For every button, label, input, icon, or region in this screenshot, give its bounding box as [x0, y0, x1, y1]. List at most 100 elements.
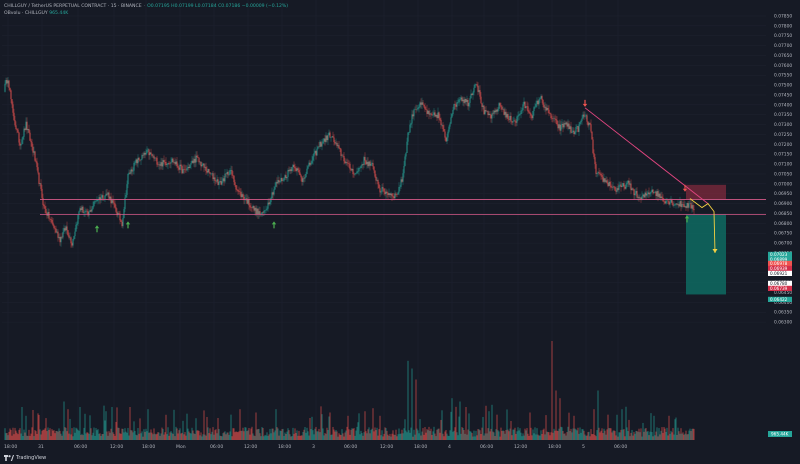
- candle-body: [469, 98, 471, 103]
- volume-bar: [236, 431, 238, 440]
- volume-bar: [21, 407, 23, 440]
- candle-body: [508, 119, 510, 120]
- candle-body: [193, 158, 195, 163]
- volume-bar: [455, 406, 457, 440]
- tradingview-logo[interactable]: TradingView: [4, 455, 46, 461]
- candle-body: [398, 186, 400, 193]
- volume-bar: [299, 435, 301, 440]
- candle-body: [72, 239, 74, 246]
- arrow-head: [125, 221, 131, 225]
- candle-body: [336, 142, 338, 147]
- candle-body: [351, 168, 353, 171]
- volume-bar: [174, 436, 176, 440]
- candle-body: [688, 203, 690, 208]
- candle-body: [47, 212, 49, 216]
- candle-body: [424, 106, 426, 110]
- volume-bar: [396, 436, 398, 440]
- volume-bar: [418, 433, 420, 440]
- candle-body: [636, 191, 638, 198]
- volume-bar: [412, 436, 414, 440]
- volume-bar: [132, 432, 134, 440]
- candle-body: [532, 111, 534, 119]
- candle-body: [375, 176, 377, 181]
- volume-bar: [510, 420, 512, 440]
- volume-bar: [559, 398, 561, 440]
- volume-bar: [267, 435, 269, 440]
- candle-body: [501, 106, 503, 110]
- candle-body: [242, 194, 244, 197]
- volume-bar: [487, 428, 489, 440]
- time-axis[interactable]: 18:00 31 06:00 12:00 18:00 Mon 06:00 12:00 18:00…: [4, 444, 627, 450]
- candle-body: [153, 155, 155, 159]
- volume-bar: [234, 432, 236, 440]
- volume-bar: [647, 431, 649, 440]
- volume-bar: [279, 430, 281, 440]
- candle-body: [91, 208, 93, 212]
- volume-bar: [157, 432, 159, 440]
- candle-body: [668, 201, 670, 205]
- candle-body: [74, 231, 76, 237]
- price-badge-label: 0.06422: [770, 297, 788, 302]
- volume-bar: [420, 435, 422, 440]
- volume-bar: [239, 409, 241, 440]
- volume-bar: [275, 409, 277, 440]
- candle-body: [310, 163, 312, 165]
- candle-body: [391, 193, 393, 197]
- candle-body: [35, 160, 37, 162]
- candle-body: [327, 135, 329, 141]
- candle-body: [298, 170, 300, 173]
- volume-bar: [391, 433, 393, 440]
- candle-body: [558, 124, 560, 129]
- volume-bar: [408, 430, 410, 440]
- candle-body: [497, 109, 499, 112]
- candle-body: [635, 191, 637, 194]
- volume-bar: [435, 436, 437, 440]
- volume-badge: [768, 431, 792, 437]
- candle-body: [58, 236, 60, 238]
- candle-body: [335, 142, 337, 144]
- volume-bar: [6, 432, 8, 440]
- volume-bar: [497, 430, 499, 440]
- candle-body: [41, 188, 43, 198]
- volume-bar: [284, 432, 286, 440]
- candle-body: [693, 209, 695, 211]
- candle-body: [669, 202, 671, 205]
- candle-body: [319, 141, 321, 147]
- volume-bar: [400, 433, 402, 440]
- volume-bar: [409, 432, 411, 440]
- candle-body: [641, 196, 643, 200]
- take-profit-zone: [686, 214, 726, 295]
- volume-bar: [56, 430, 58, 440]
- volume-bar: [353, 428, 355, 440]
- volume-bar: [245, 427, 247, 440]
- candle-body: [354, 173, 356, 175]
- volume-bar: [257, 429, 259, 440]
- volume-bar: [13, 434, 15, 440]
- volume-bar: [399, 433, 401, 440]
- volume-bar: [62, 431, 64, 440]
- volume-bar: [378, 429, 380, 440]
- volume-bar: [364, 411, 366, 440]
- price-axis[interactable]: 0.07850 0.07800 0.07750 0.07700 0.07650 0.076…: [766, 0, 800, 464]
- time-tick-label: 12:00: [514, 444, 527, 450]
- price-tick-label: 0.06350: [774, 310, 792, 316]
- candle-body: [53, 225, 55, 229]
- volume-bar: [343, 436, 345, 440]
- volume-bar: [123, 432, 125, 440]
- volume-bar: [459, 401, 461, 440]
- volume-bar: [195, 418, 197, 440]
- volume-bar: [301, 435, 303, 440]
- symbol-title[interactable]: CHILLGUY / TetherUS PERPETUAL CONTRACT ·…: [4, 4, 142, 9]
- candle-body: [609, 181, 611, 186]
- candle-body: [252, 205, 254, 208]
- candle-body: [582, 114, 584, 119]
- candle-body: [418, 106, 420, 108]
- volume-bar: [277, 428, 279, 440]
- candle-body: [585, 115, 587, 117]
- candle-body: [605, 180, 607, 182]
- volume-bar: [304, 427, 306, 440]
- indicator-name[interactable]: OBvolu · CHILLGUY: [4, 11, 48, 16]
- candle-body: [323, 138, 325, 142]
- candle-body: [170, 162, 172, 164]
